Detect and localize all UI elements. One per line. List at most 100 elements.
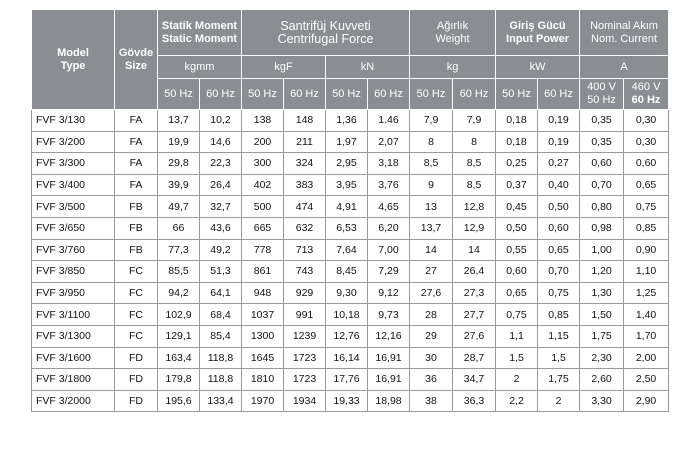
voltage-460v-label: 460 V (631, 81, 661, 93)
value-cell: 16,91 (367, 346, 410, 370)
value-cell: 133,4 (199, 389, 242, 413)
value-cell: 929 (283, 281, 326, 305)
freq-header: 50 Hz (409, 78, 453, 110)
header-weight: Ağırlık Weight (408, 9, 497, 56)
value-cell: 2,00 (623, 346, 670, 370)
value-cell: 0,30 (623, 109, 670, 132)
value-cell: 7,29 (367, 260, 410, 283)
value-cell: 0,75 (537, 281, 581, 305)
value-cell: 0,30 (623, 130, 670, 154)
table-row: FVF 3/650 FB 66 43,6 665 632 6,53 6,20 13,7 12,9 0… (31, 216, 670, 240)
table-row: FVF 3/200 FA 19,9 14,6 200 211 1,97 2,07 8 8 0,18 0… (31, 130, 670, 154)
header-body-size: Gövde Size (114, 9, 158, 110)
value-cell: 85,4 (199, 324, 242, 348)
value-cell: 49,7 (157, 195, 200, 218)
value-cell: 14 (409, 238, 453, 262)
header-model-en: Type (60, 59, 86, 72)
header-weight-en: Weight (435, 32, 470, 45)
value-cell: 16,91 (367, 368, 410, 391)
value-cell: 8,5 (451, 152, 497, 175)
model-cell: FVF 3/1100 (31, 303, 115, 326)
value-cell: 1,15 (537, 324, 581, 348)
value-cell: 0,55 (495, 238, 539, 262)
value-cell: 2,90 (623, 389, 670, 413)
unit-a: A (579, 55, 670, 79)
unit-kg: kg (408, 55, 497, 79)
body-size-cell: FA (114, 130, 158, 154)
value-cell: 4,65 (367, 195, 410, 218)
value-cell: 43,6 (199, 216, 242, 240)
value-cell: 0,80 (579, 195, 625, 218)
body-size-cell: FD (114, 389, 158, 413)
value-cell: 94,2 (157, 281, 200, 305)
model-cell: FVF 3/1300 (31, 324, 115, 348)
value-cell: 13,7 (409, 216, 453, 240)
value-cell: 0,75 (495, 303, 539, 326)
value-cell: 18,98 (367, 389, 410, 413)
header-input-power-tr: Giriş Gücü (509, 19, 566, 32)
value-cell: 1645 (241, 346, 284, 370)
value-cell: 0,25 (495, 152, 539, 175)
value-cell: 26,4 (199, 173, 242, 197)
value-cell: 0,50 (495, 216, 539, 240)
body-size-cell: FC (114, 281, 158, 305)
body-size-cell: FA (114, 173, 158, 197)
value-cell: 0,65 (537, 238, 581, 262)
freq-header: 60 Hz (199, 78, 242, 110)
body-size-cell: FB (114, 195, 158, 218)
value-cell: 148 (283, 109, 326, 132)
value-cell: 0,60 (623, 152, 670, 175)
value-cell: 402 (241, 173, 284, 197)
value-cell: 27,6 (409, 281, 453, 305)
value-cell: 30 (409, 346, 453, 370)
header-static-moment-tr: Statik Moment (161, 19, 238, 32)
table-row: FVF 3/1800 FD 179,8 118,8 1810 1723 17,76 16,91… (31, 368, 670, 391)
value-cell: 0,85 (623, 216, 670, 240)
body-size-cell: FC (114, 303, 158, 326)
model-cell: FVF 3/950 (31, 281, 115, 305)
value-cell: 0,45 (495, 195, 539, 218)
value-cell: 8,45 (325, 260, 368, 283)
value-cell: 28,7 (451, 346, 497, 370)
unit-kn: kN (325, 55, 410, 79)
value-cell: 0,60 (579, 152, 625, 175)
value-cell: 13 (409, 195, 453, 218)
table-body: FVF 3/130 FA 13,7 10,2 138 148 1,36 1.46 7,9 7,9 0… (31, 109, 670, 413)
value-cell: 4,91 (325, 195, 368, 218)
value-cell: 13,7 (157, 109, 200, 132)
body-size-cell: FD (114, 368, 158, 391)
value-cell: 12,16 (367, 324, 410, 348)
value-cell: 1934 (283, 389, 326, 413)
value-cell: 9 (409, 173, 453, 197)
value-cell: 0,98 (579, 216, 625, 240)
value-cell: 6,53 (325, 216, 368, 240)
value-cell: 1,30 (579, 281, 625, 305)
value-cell: 0,18 (495, 130, 539, 154)
value-cell: 0,19 (537, 109, 581, 132)
model-cell: FVF 3/1800 (31, 368, 115, 391)
value-cell: 861 (241, 260, 284, 283)
value-cell: 16,14 (325, 346, 368, 370)
value-cell: 324 (283, 152, 326, 175)
value-cell: 1,5 (495, 346, 539, 370)
value-cell: 1,1 (495, 324, 539, 348)
value-cell: 2,50 (623, 368, 670, 391)
header-centrifugal-en: Centrifugal Force (277, 31, 374, 46)
value-cell: 19,9 (157, 130, 200, 154)
voltage-460v-freq: 60 Hz (631, 94, 661, 106)
unit-kw: kW (495, 55, 581, 79)
value-cell: 1239 (283, 324, 326, 348)
value-cell: 2,95 (325, 152, 368, 175)
value-cell: 3,95 (325, 173, 368, 197)
value-cell: 85,5 (157, 260, 200, 283)
value-cell: 12,9 (451, 216, 497, 240)
value-cell: 8 (409, 130, 453, 154)
voltage-400v-freq: 50 Hz (587, 94, 616, 106)
header-input-power: Giriş Gücü Input Power (495, 9, 581, 56)
value-cell: 632 (283, 216, 326, 240)
value-cell: 19,33 (325, 389, 368, 413)
value-cell: 28 (409, 303, 453, 326)
value-cell: 27,3 (451, 281, 497, 305)
value-cell: 12,8 (451, 195, 497, 218)
value-cell: 713 (283, 238, 326, 262)
